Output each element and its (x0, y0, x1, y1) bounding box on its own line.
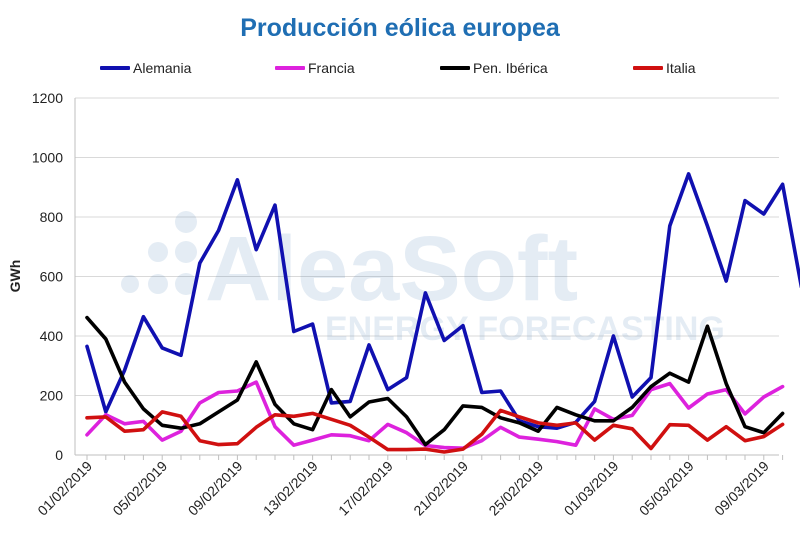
y-tick-label: 1200 (32, 90, 63, 106)
y-tick-label: 0 (55, 447, 63, 463)
legend-label-pen-iberica: Pen. Ibérica (473, 60, 548, 76)
series-line-francia (85, 380, 785, 450)
x-tick-label: 21/02/2019 (410, 458, 471, 519)
y-tick-label: 400 (40, 328, 64, 344)
x-tick-label: 17/02/2019 (335, 458, 396, 519)
legend-swatch-italia (633, 66, 663, 70)
watermark-dot (175, 211, 197, 233)
x-tick-label: 05/02/2019 (109, 458, 170, 519)
x-tick-label: 13/02/2019 (260, 458, 321, 519)
y-tick-label: 200 (40, 388, 64, 404)
series-line-alemania (85, 172, 800, 430)
watermark-dot (148, 242, 168, 262)
legend-item-pen-iberica: Pen. Ibérica (440, 60, 548, 76)
legend-swatch-alemania (100, 66, 130, 70)
watermark-dot (148, 274, 168, 294)
legend-item-francia: Francia (275, 60, 355, 76)
x-tick-label: 25/02/2019 (485, 458, 546, 519)
x-tick-label: 05/03/2019 (636, 458, 697, 519)
series-line-pen-ib-rica (85, 315, 785, 447)
series-lines (85, 172, 800, 454)
y-tick-label: 600 (40, 269, 64, 285)
x-tick-label: 09/02/2019 (185, 458, 246, 519)
watermark-dot (175, 273, 197, 295)
watermark-brand: AleaSoft (205, 218, 578, 320)
watermark-dot (175, 241, 197, 263)
series-line-italia (85, 408, 785, 454)
legend: Alemania Francia Pen. Ibérica Italia (100, 60, 740, 80)
legend-swatch-pen-iberica (440, 66, 470, 70)
y-tick-label: 1000 (32, 150, 63, 166)
x-tick-label: 01/02/2019 (34, 458, 95, 519)
chart-title: Producción eólica europea (240, 14, 560, 42)
y-axis-title: GWh (7, 260, 23, 293)
watermark: AleaSoft ENERGY FORECASTING (121, 211, 725, 348)
watermark-tagline: ENERGY FORECASTING (325, 310, 725, 348)
legend-label-italia: Italia (666, 60, 696, 76)
legend-label-alemania: Alemania (133, 60, 192, 76)
x-tick-label: 01/03/2019 (561, 458, 622, 519)
x-tick-label: 09/03/2019 (711, 458, 772, 519)
legend-item-alemania: Alemania (100, 60, 191, 76)
watermark-dot (121, 275, 139, 293)
legend-item-italia: Italia (633, 60, 696, 76)
y-tick-label: 800 (40, 209, 64, 225)
legend-label-francia: Francia (308, 60, 355, 76)
legend-swatch-francia (275, 66, 305, 70)
